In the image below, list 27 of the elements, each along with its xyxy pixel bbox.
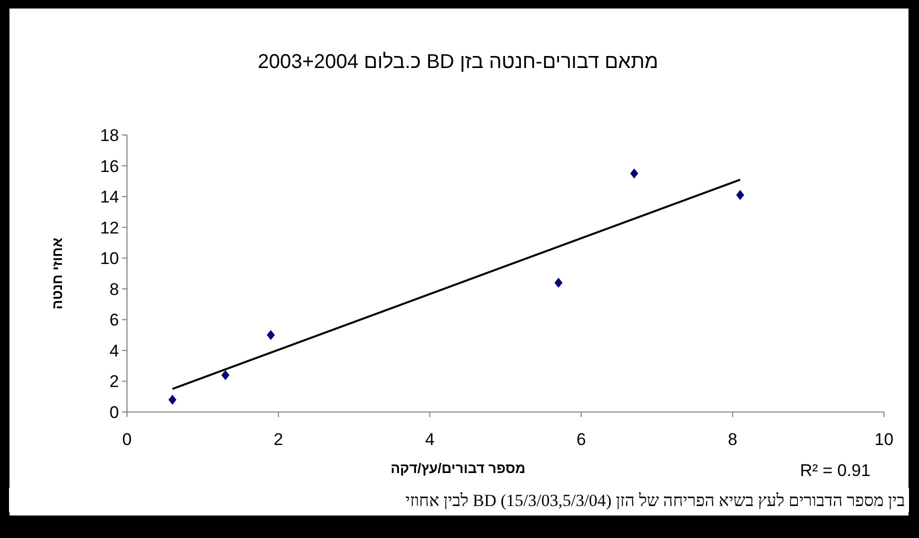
y-tick-label: 2 (110, 372, 119, 392)
y-tick-label: 14 (100, 188, 119, 207)
y-tick-label: 4 (110, 341, 119, 360)
x-tick-label: 0 (122, 430, 132, 449)
y-tick-label: 16 (100, 156, 119, 176)
x-tick-label: 2 (274, 430, 284, 449)
point (221, 370, 230, 380)
y-axis-title: אחוזי חנטה (49, 237, 65, 310)
point (554, 278, 562, 288)
text: R² = 0.91 (800, 461, 870, 480)
point (266, 330, 275, 340)
x-tick-label: 10 (874, 430, 894, 449)
x-tick-label: 8 (728, 430, 738, 449)
y-tick-label: 10 (100, 249, 119, 268)
y-tick-label: 12 (100, 218, 119, 238)
point (168, 394, 176, 405)
y-tick-label: 8 (110, 280, 119, 299)
point (736, 190, 744, 200)
y-tick-label: 0 (110, 403, 119, 422)
y-tick-label: 6 (110, 310, 119, 330)
text: בין מספר הדבורים לעץ בשיא הפריחה של הזן BD (15/3/03,5/3/04) לבין אחוזי (406, 491, 905, 510)
point (630, 168, 638, 178)
x-tick-label: 6 (576, 430, 586, 449)
y-tick-label: 18 (100, 126, 119, 145)
chart-title: מתאם דבורים-חנטה בזן BD כ.בלום 2003+2004 (258, 51, 658, 73)
x-tick-label: 4 (425, 430, 435, 449)
x-axis-title: מספר דבורים/עץ/דקה (390, 460, 526, 476)
